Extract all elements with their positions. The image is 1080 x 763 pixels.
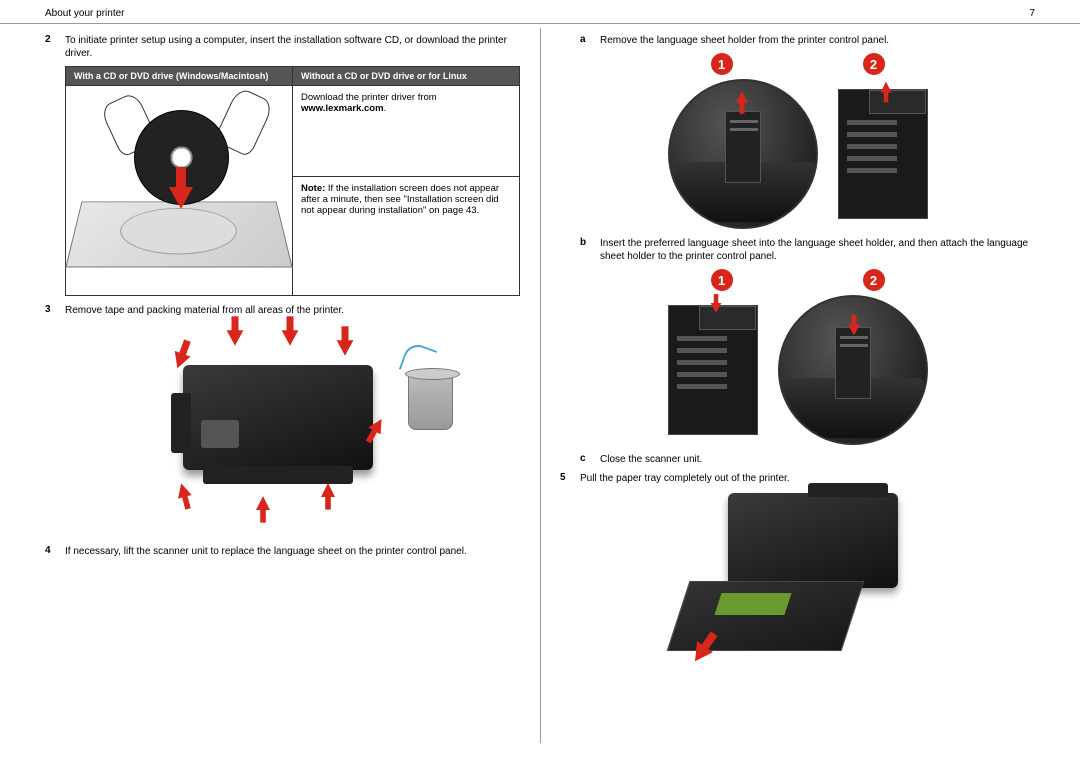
left-column: 2 To initiate printer setup using a comp…: [45, 34, 540, 693]
step-badge-2: 2: [863, 53, 885, 75]
down-arrow-icon: [333, 337, 357, 359]
up-arrow-icon: [253, 493, 273, 513]
up-arrow-icon: [173, 480, 193, 500]
download-driver-cell: Download the printer driver from www.lex…: [293, 86, 520, 177]
step-badge-1: 1: [711, 53, 733, 75]
step-badges-row: 1 2: [560, 269, 1035, 291]
step-5: 5 Pull the paper tray completely out of …: [560, 472, 1035, 485]
step-text: Pull the paper tray completely out of th…: [580, 472, 1035, 485]
step-text: Close the scanner unit.: [600, 453, 1035, 466]
printer-icon: [728, 493, 898, 588]
up-arrow-icon: [732, 87, 752, 107]
table-header-cd: With a CD or DVD drive (Windows/Macintos…: [66, 67, 293, 86]
step-4c: c Close the scanner unit.: [560, 453, 1035, 466]
down-arrow-icon: [278, 327, 302, 349]
cd-illustration-cell: [66, 86, 293, 296]
table-header-nocd: Without a CD or DVD drive or for Linux: [293, 67, 520, 86]
download-text-prefix: Download the printer driver from: [301, 92, 437, 103]
note-cell: Note: If the installation screen does no…: [293, 176, 520, 295]
right-column: a Remove the language sheet holder from …: [540, 34, 1035, 693]
download-link: www.lexmark.com: [301, 103, 384, 114]
down-arrow-icon: [168, 350, 192, 372]
up-arrow-icon: [318, 480, 338, 500]
tray-guides-icon: [714, 593, 791, 615]
step-badge-1: 1: [711, 269, 733, 291]
cd-insert-illustration: [74, 92, 284, 282]
step-badges-row: 1 2: [560, 53, 1035, 75]
step-number: 3: [45, 304, 57, 317]
page-content: 2 To initiate printer setup using a comp…: [0, 24, 1080, 703]
step-2: 2 To initiate printer setup using a comp…: [45, 34, 520, 60]
step-number: 4: [45, 545, 57, 558]
up-arrow-icon: [368, 415, 388, 435]
down-arrow-icon: [842, 319, 866, 341]
printer-icon: [183, 365, 373, 470]
step-4a: a Remove the language sheet holder from …: [560, 34, 1035, 47]
step-4: 4 If necessary, lift the scanner unit to…: [45, 545, 520, 558]
step-letter: a: [580, 34, 592, 47]
page-header: About your printer 7: [0, 0, 1080, 24]
language-sheet-icon: [668, 305, 758, 435]
remove-sheet-illustration: [560, 79, 1035, 229]
insert-sheet-illustration: [560, 295, 1035, 445]
step-text: To initiate printer setup using a comput…: [65, 34, 520, 60]
trash-bin-icon: [408, 375, 453, 430]
paper-tray-icon: [666, 581, 864, 651]
up-arrow-icon: [876, 77, 896, 97]
step-text: Insert the preferred language sheet into…: [600, 237, 1035, 263]
step-3: 3 Remove tape and packing material from …: [45, 304, 520, 317]
remove-tape-illustration: [45, 325, 520, 535]
down-arrow-icon: [688, 643, 712, 665]
page-number: 7: [1029, 8, 1035, 19]
note-label: Note:: [301, 183, 325, 194]
control-panel-zoom-icon: [668, 79, 818, 229]
step-text: Remove the language sheet holder from th…: [600, 34, 1035, 47]
step-text: If necessary, lift the scanner unit to r…: [65, 545, 520, 558]
step-number: 5: [560, 472, 572, 485]
note-text: If the installation screen does not appe…: [301, 183, 499, 216]
step-text: Remove tape and packing material from al…: [65, 304, 520, 317]
step-letter: b: [580, 237, 592, 263]
pull-tray-illustration: [560, 493, 1035, 683]
down-arrow-icon: [169, 187, 193, 209]
section-title: About your printer: [45, 8, 125, 19]
cd-tray-icon: [65, 202, 292, 268]
down-arrow-icon: [223, 327, 247, 349]
step-letter: c: [580, 453, 592, 466]
down-arrow-icon: [704, 297, 728, 319]
control-panel-zoom-icon: [778, 295, 928, 445]
download-text-suffix: .: [384, 103, 387, 114]
language-sheet-icon: [838, 89, 928, 219]
driver-install-table: With a CD or DVD drive (Windows/Macintos…: [65, 66, 520, 296]
step-number: 2: [45, 34, 57, 60]
step-badge-2: 2: [863, 269, 885, 291]
step-4b: b Insert the preferred language sheet in…: [560, 237, 1035, 263]
